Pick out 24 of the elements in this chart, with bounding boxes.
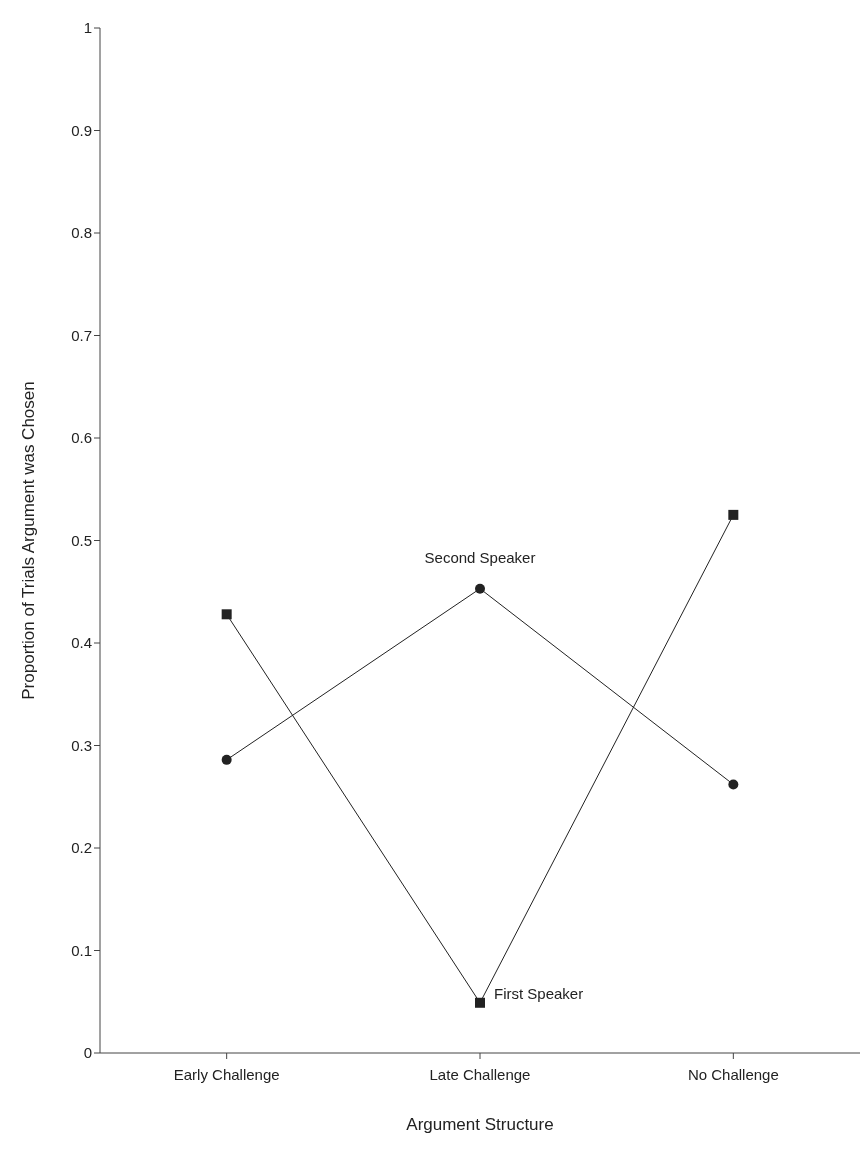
y-axis-title: Proportion of Trials Argument was Chosen	[19, 381, 39, 700]
y-tick-label: 0	[83, 1044, 92, 1062]
y-tick-label: 0.7	[71, 326, 92, 344]
series-label: Second Speaker	[424, 548, 536, 566]
y-tick-label: 0.9	[71, 121, 92, 139]
x-tick-label: No Challenge	[687, 1065, 779, 1083]
y-tick-label: 0.2	[71, 839, 92, 857]
x-tick-label: Late Challenge	[429, 1065, 531, 1083]
series-label: First Speaker	[494, 984, 584, 1002]
y-tick-label: 0.8	[71, 224, 92, 242]
point	[728, 779, 739, 790]
y-tick-label: 0.1	[71, 941, 92, 959]
x-tick-label: Early Challenge	[173, 1065, 280, 1083]
point	[475, 997, 485, 1008]
point	[475, 583, 485, 594]
point	[221, 754, 232, 765]
y-tick-label: 0.6	[71, 429, 92, 447]
y-tick-label: 0.5	[71, 531, 92, 549]
x-axis-title: Argument Structure	[406, 1115, 554, 1134]
y-tick-label: 0.3	[71, 736, 92, 754]
point	[221, 609, 232, 620]
y-tick-label: 0.4	[71, 634, 92, 652]
point	[728, 509, 739, 520]
y-tick-label: 1	[83, 19, 92, 37]
